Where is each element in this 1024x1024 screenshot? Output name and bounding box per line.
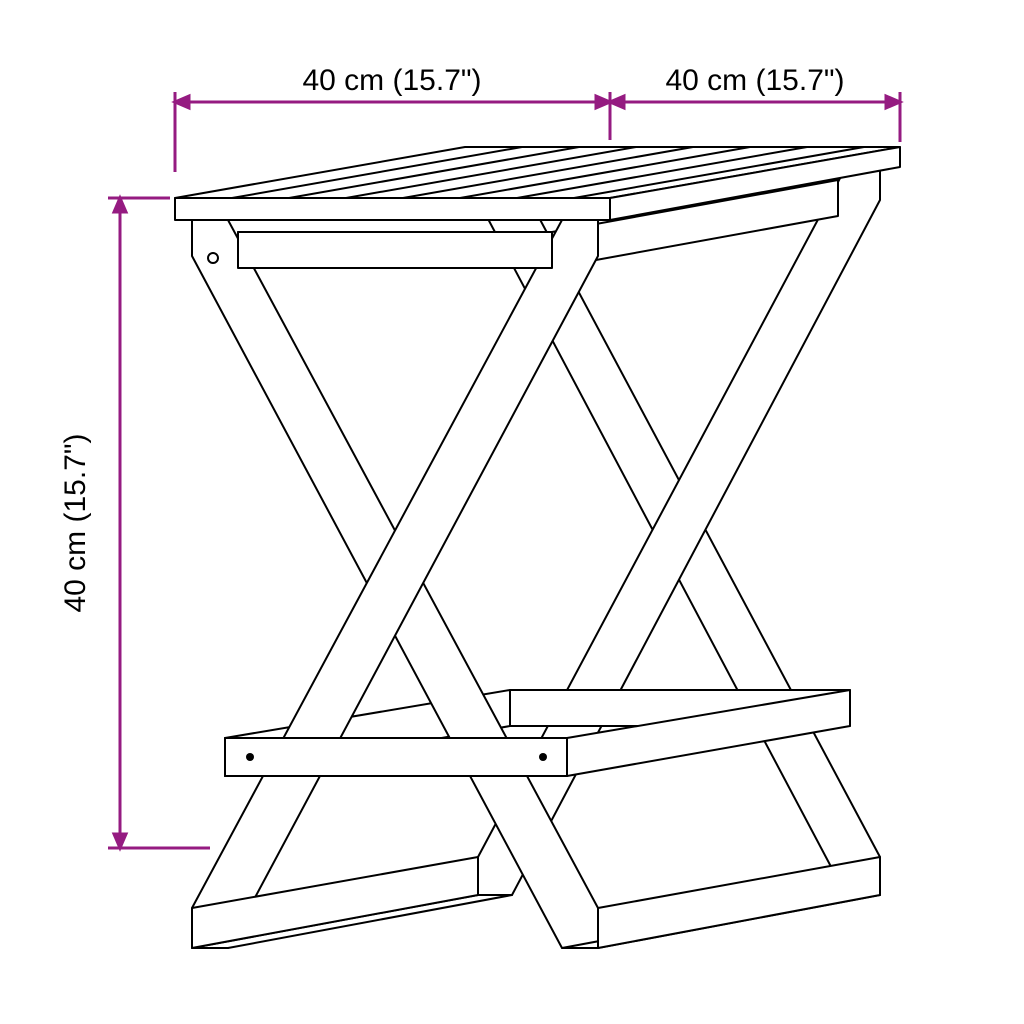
height-label: 40 cm (15.7") [59,433,92,612]
dimension-height [108,198,210,848]
table-illustration [175,147,900,948]
technical-drawing: 40 cm (15.7") 40 cm (15.7") 40 cm (15.7"… [0,0,1024,1024]
depth-label: 40 cm (15.7") [665,64,844,97]
width-label: 40 cm (15.7") [302,64,481,97]
dimension-depth [610,92,900,142]
